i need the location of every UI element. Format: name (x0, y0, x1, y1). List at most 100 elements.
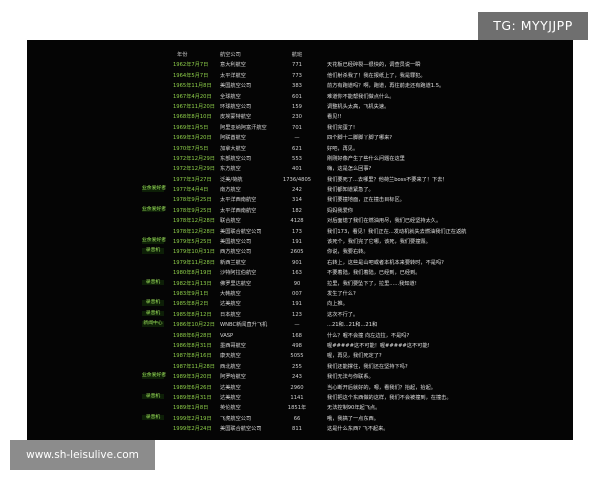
table-row: 业余爱好者 1978年9月25日 太平洋西南航空 182 妈妈我爱你 (27, 206, 573, 216)
table-row: 录音机 1985年8月12日 日本航空 123 这次不行了。 (27, 310, 573, 320)
row-date: 1999年2月19日 (173, 415, 212, 422)
table-row: 1967年4月20日 全球航空 601 难道你不能帮我们做点什么。 (27, 92, 573, 102)
table-row: 录音机 1979年10月31日 西方航空公司 2605 你说，我要右转。 (27, 247, 573, 257)
table-row: 业余爱好者 1989年3月20日 阿罗哈航空 243 我们无法与你联系。 (27, 372, 573, 382)
table-row: 1989年1月8日 英伦航空 1851年 无法控制90年起飞点。 (27, 403, 573, 413)
table-row: 1972年12月29日 东部航空公司 553 刚刚好像产生了些什么问题在这里 (27, 154, 573, 164)
table-row: 1965年11月8日 美国航空公司 383 前方有跑道吗？啊，跑道，再往前走还有跑道1… (27, 81, 573, 91)
row-number: — (294, 322, 300, 329)
row-date: 1968年8月10日 (173, 114, 212, 121)
row-date: 1979年11月28日 (173, 259, 215, 266)
watermark-site: www.sh-leisulive.com (10, 440, 155, 470)
row-number: 90 (293, 280, 301, 287)
flight-record-table: 年份 航空公司 航班 1962年7月7日 意大利航空 771 天花板已经碎裂—很快的，… (27, 50, 573, 434)
row-comment: ...21和...21和...21和 (327, 322, 378, 329)
row-tag: 录音机 (142, 414, 164, 421)
row-comment: 该死个，我们完了它哪，该死，我们要撞毁。 (327, 239, 431, 246)
row-number: 191 (292, 239, 302, 246)
row-airline: 英伦航空 (220, 405, 241, 412)
table-row: 1987年8月16日 康天航空 5055 喔，再见，我们死定了? (27, 351, 573, 361)
row-comment: 好吧，再见。 (327, 145, 359, 152)
header-date: 年份 (177, 52, 188, 58)
table-row: 1979年11月28日 新西兰航空 901 右转上，这些是山吧或者本机本来要转时，不是… (27, 258, 573, 268)
row-comment: 喔#####这不可能！喔#####这不可能! (327, 342, 430, 349)
row-airline: 美国联合航空公司 (220, 228, 262, 235)
row-number: 123 (292, 311, 302, 318)
row-date: 1978年9月25日 (173, 207, 212, 214)
table-row: 1967年11月20日 环球航空公司 159 调整机头太高，飞机失速。 (27, 102, 573, 112)
row-date: 1967年4月20日 (173, 93, 212, 100)
row-comment: 我们173，看见！我们正在...发动机就失去燃油我们正在返航 (327, 228, 467, 235)
table-row: 1987年11月28日 西北航空 255 我们还能撑住，我们还在坚持下吗? (27, 362, 573, 372)
row-airline: 新西兰航空 (220, 259, 246, 266)
table-row: 1962年7月7日 意大利航空 771 天花板已经碎裂—很快的，调查员说一瞬 (27, 60, 573, 70)
row-airline: 东方航空 (220, 166, 241, 173)
row-number: 401 (292, 166, 302, 173)
row-number: 1141 (290, 394, 304, 401)
row-date: 1977年3月27日 (173, 176, 212, 183)
row-date: 1978年12月28日 (173, 218, 215, 225)
table-row: 1978年12月28日 美国联合航空公司 173 我们173，看见！我们正在...发动… (27, 227, 573, 237)
row-number: 383 (292, 83, 302, 90)
row-airline: 康天航空 (220, 353, 241, 360)
row-airline: 日本航空 (220, 311, 241, 318)
row-date: 1986年8月31日 (173, 342, 212, 349)
row-date: 1989年3月20日 (173, 374, 212, 381)
row-airline: 阿联酋航空 (220, 135, 246, 142)
table-row: 业余爱好者 1977年4月4日 南方航空 242 我们都知道紧急了。 (27, 185, 573, 195)
row-number: 66 (293, 415, 301, 422)
row-date: 1972年12月29日 (173, 166, 215, 173)
row-comment: 无法控制90年起飞点。 (327, 405, 381, 412)
row-number: 191 (292, 301, 302, 308)
row-comment: 哦，我搞了一点东西。 (327, 415, 379, 422)
row-comment: 刚刚好像产生了些什么问题在这里 (327, 155, 405, 162)
row-date: 1977年4月4日 (173, 187, 209, 194)
row-airline: 美国航空公司 (220, 239, 252, 246)
row-number: 621 (292, 145, 302, 152)
row-number: 242 (292, 187, 302, 194)
row-airline: 飞虎航空公司 (220, 415, 252, 422)
row-airline: 太平洋西南航空 (220, 197, 257, 204)
row-comment: 我们都知道紧急了。 (327, 187, 374, 194)
row-comment: 四个脚十二脚脚丫脚了哪来? (327, 135, 393, 142)
row-number: 173 (292, 228, 302, 235)
row-number: 701 (292, 124, 302, 131)
row-date: 1980年8月19日 (173, 270, 212, 277)
row-date: 1979年5月25日 (173, 239, 212, 246)
row-tag: 录音机 (142, 300, 164, 306)
row-comment: 嗨，这是怎么回事? (327, 166, 372, 173)
row-airline: 墨西哥航空 (220, 342, 246, 349)
row-date: 1999年2月24日 (173, 426, 212, 433)
row-number: 159 (292, 103, 302, 110)
row-comment: 什么？喔不会撞 向左边拉，不是吗? (327, 332, 410, 339)
row-number: 007 (292, 290, 302, 297)
row-comment: 前方有跑道吗？啊，跑道，再往前走还有跑道1.5。 (327, 83, 445, 90)
row-date: 1989年6月26日 (173, 384, 212, 391)
row-comment: 喔，再见，我们死定了? (327, 353, 382, 360)
row-airline: 沙特阿拉伯航空 (220, 270, 257, 277)
row-date: 1989年8月31日 (173, 394, 212, 401)
row-number: 1736/4805 (282, 176, 312, 183)
row-comment: 向上推。 (327, 301, 348, 308)
table-row: 1978年9月25日 太平洋西南航空 314 我们要撞地面，正在撞击目标区。 (27, 195, 573, 205)
row-number: 2960 (290, 384, 304, 391)
table-row: 1972年12月29日 东方航空 401 嗨，这是怎么回事? (27, 164, 573, 174)
table-row: 1986年8月31日 墨西哥航空 498 喔#####这不可能！喔#####这不可能! (27, 341, 573, 351)
row-number: 243 (292, 374, 302, 381)
row-airline: 达美航空 (220, 301, 241, 308)
row-airline: 西方航空公司 (220, 249, 252, 256)
row-number: 601 (292, 93, 302, 100)
row-number: 4128 (290, 218, 304, 225)
row-number: 498 (292, 342, 302, 349)
row-number: 1851年 (287, 405, 307, 412)
row-comment: 当心断开后就好的，嗯，看我们？抬起，抬起。 (327, 384, 436, 391)
row-number: 163 (292, 270, 302, 277)
row-number: 5055 (290, 353, 304, 360)
row-number: 773 (292, 72, 302, 79)
row-comment: 我们无法与你联系。 (327, 374, 374, 381)
table-row: 1989年6月26日 达美航空 2960 当心断开后就好的，嗯，看我们？抬起，抬起。 (27, 383, 573, 393)
row-number: 811 (292, 426, 302, 433)
row-airline: 泛美/荷航 (220, 176, 243, 183)
row-number: 314 (292, 197, 302, 204)
row-date: 1983年9月1日 (173, 290, 209, 297)
